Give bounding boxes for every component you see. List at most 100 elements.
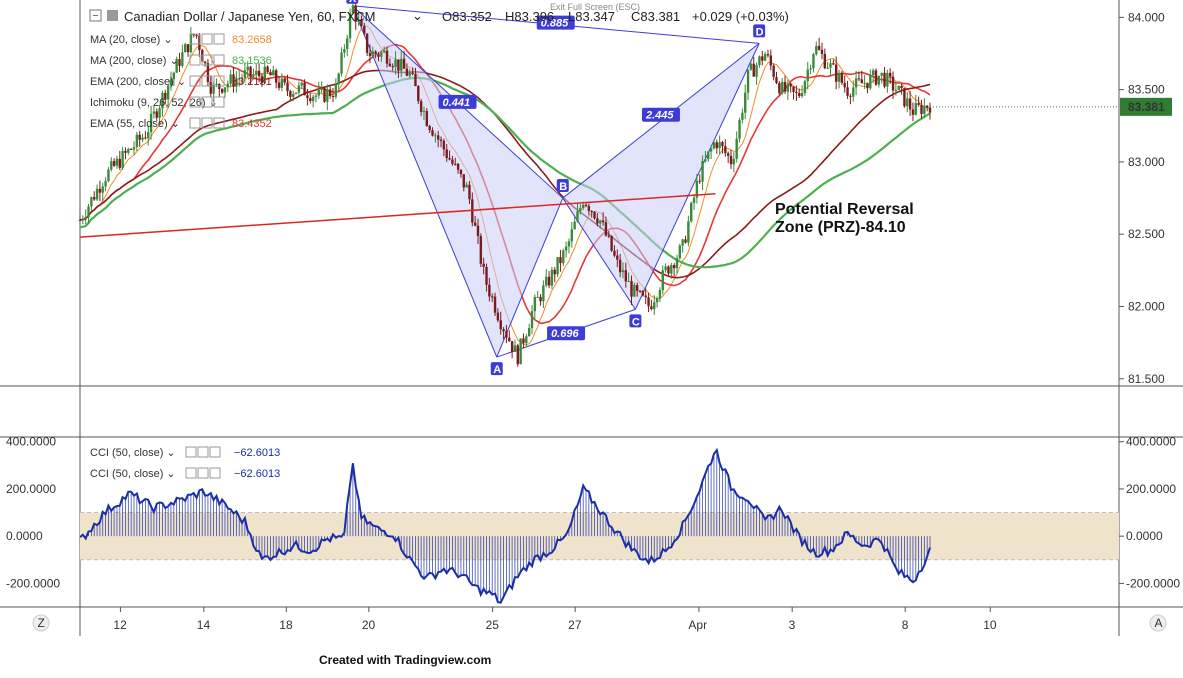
candle-body bbox=[277, 82, 281, 88]
candle-body bbox=[837, 72, 841, 82]
candle-body bbox=[346, 38, 349, 50]
candle-body bbox=[496, 312, 500, 321]
candle-body bbox=[479, 235, 483, 264]
visibility-icon bbox=[189, 33, 201, 45]
candle-body bbox=[388, 63, 392, 67]
candle-body bbox=[513, 345, 517, 352]
candle-body bbox=[806, 69, 809, 82]
candle-body bbox=[283, 78, 286, 83]
indicator-legend-value: 83.1536 bbox=[232, 55, 272, 67]
current-price-badge bbox=[1120, 97, 1172, 116]
candle-body bbox=[923, 105, 926, 114]
candle-body bbox=[252, 74, 255, 77]
candle-body bbox=[354, 5, 357, 22]
close-icon bbox=[209, 467, 221, 479]
zoom-button[interactable] bbox=[32, 614, 50, 632]
candle-body bbox=[553, 269, 556, 275]
candle-body bbox=[607, 235, 610, 237]
cci-axis[interactable]: 400.0000 400.0000 200.0000 200.0000 0.0000 0.… bbox=[6, 435, 1180, 591]
candle-body bbox=[684, 239, 687, 243]
symbol-logo-icon bbox=[107, 10, 118, 21]
candle-body bbox=[508, 337, 511, 342]
candle-body bbox=[454, 163, 457, 165]
candle-body bbox=[650, 306, 653, 310]
candle-body bbox=[849, 95, 852, 97]
candle-body bbox=[846, 87, 849, 96]
indicator-legend-value: 83.2658 bbox=[232, 34, 272, 46]
candle-body bbox=[752, 63, 755, 77]
candle-body bbox=[542, 285, 545, 302]
pattern-point-b-label: B bbox=[559, 181, 567, 193]
price-tick-label: 84.000 bbox=[1128, 10, 1165, 24]
candle-body bbox=[928, 107, 932, 113]
candle-body bbox=[599, 220, 602, 224]
settings-icon bbox=[201, 117, 213, 129]
candle-body bbox=[786, 83, 790, 92]
candle-body bbox=[317, 89, 320, 96]
trendline-group[interactable] bbox=[79, 192, 716, 238]
candle-body bbox=[502, 329, 505, 332]
candle-body bbox=[601, 220, 605, 223]
candle-body bbox=[351, 5, 355, 14]
candle-body bbox=[510, 341, 514, 352]
time-tick-label: 8 bbox=[902, 618, 909, 632]
price-axis[interactable]: 84.000 83.500 83.000 82.500 82.000 81.500 bbox=[930, 10, 1165, 386]
exit-fullscreen-hint[interactable]: Exit Full Screen (ESC) bbox=[550, 2, 640, 12]
chevron-down-icon[interactable]: ⌄ bbox=[412, 8, 423, 23]
candle-body bbox=[337, 73, 340, 85]
candle-body bbox=[328, 89, 332, 96]
candle-body bbox=[809, 68, 812, 70]
candle-body bbox=[181, 52, 184, 66]
settings-icon bbox=[197, 467, 209, 479]
candle-body bbox=[112, 161, 116, 166]
support-trendline bbox=[79, 192, 716, 238]
candle-body bbox=[326, 89, 329, 102]
candle-body bbox=[820, 49, 824, 54]
candle-body bbox=[203, 61, 207, 64]
candle-body bbox=[255, 70, 258, 75]
candle-body bbox=[90, 197, 93, 207]
candle-body bbox=[780, 81, 784, 94]
candle-body bbox=[482, 263, 485, 267]
autoscale-button[interactable] bbox=[1149, 614, 1167, 632]
ohlc-low: L83.347 bbox=[568, 9, 615, 24]
candle-body bbox=[550, 269, 554, 286]
candle-body bbox=[852, 87, 855, 97]
candle-body bbox=[158, 108, 161, 118]
candle-body bbox=[135, 134, 139, 148]
collapse-icon[interactable] bbox=[89, 9, 102, 22]
cci-series bbox=[79, 447, 931, 604]
cci-legend-label: CCI (50, close) ⌄ bbox=[90, 447, 176, 459]
cci-legend-label: CCI (50, close) ⌄ bbox=[90, 468, 176, 480]
candle-body bbox=[877, 75, 881, 85]
time-axis[interactable]: 12 14 18 20 25 27 Apr 3 8 10 bbox=[113, 607, 997, 632]
candle-body bbox=[243, 70, 247, 78]
candle-body bbox=[579, 207, 582, 212]
pattern-point-box bbox=[753, 24, 766, 38]
candle-body bbox=[405, 68, 409, 76]
candle-body bbox=[732, 158, 736, 165]
candle-body bbox=[749, 63, 753, 70]
candle-body bbox=[314, 95, 318, 97]
candle-body bbox=[638, 290, 642, 292]
candle-body bbox=[334, 84, 338, 97]
candle-body bbox=[237, 78, 241, 80]
cci-tick-label-left: 0.0000 bbox=[6, 529, 43, 543]
cci-legend[interactable]: CCI (50, close) ⌄ −62.6013 CCI (50, close)… bbox=[90, 446, 280, 480]
candle-body bbox=[195, 35, 198, 37]
cci-legend-value: −62.6013 bbox=[234, 447, 280, 459]
close-icon bbox=[213, 75, 225, 87]
candle-body bbox=[823, 53, 827, 69]
candle-body bbox=[132, 147, 136, 150]
candle-body bbox=[610, 235, 613, 251]
candle-body bbox=[439, 139, 443, 141]
indicator-legend[interactable]: MA (20, close) ⌄ 83.2658 MA (200, close) ⌄… bbox=[90, 33, 272, 130]
candle-body bbox=[456, 163, 460, 170]
candle-body bbox=[411, 72, 414, 74]
candle-body bbox=[391, 66, 394, 68]
candle-body bbox=[419, 101, 423, 112]
ma200-line bbox=[79, 76, 931, 269]
candle-body bbox=[385, 50, 389, 64]
time-tick-label: 14 bbox=[197, 618, 211, 632]
